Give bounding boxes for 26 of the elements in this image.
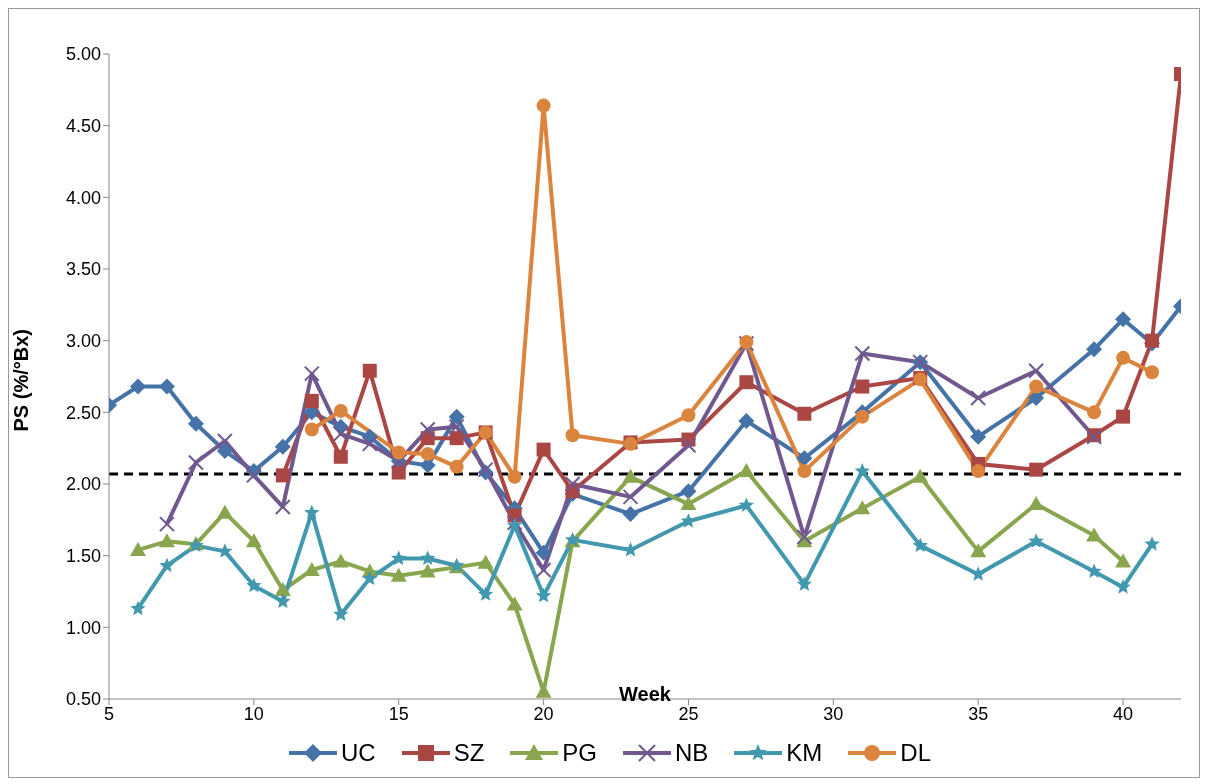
legend-label: NB <box>675 739 709 767</box>
x-axis-title: Week <box>619 683 672 706</box>
y-tick-label: 4.50 <box>65 116 101 137</box>
x-tick-label: 15 <box>388 703 409 724</box>
y-axis-title: PS (%/°Bx) <box>10 329 33 432</box>
x-tick-label: 40 <box>1113 703 1134 724</box>
legend-label: SZ <box>453 739 485 767</box>
legend-label: PG <box>562 739 597 767</box>
y-tick-label: 1.50 <box>65 546 101 567</box>
legend-label: DL <box>900 739 932 767</box>
x-tick-label: 30 <box>823 703 844 724</box>
legend-label: UC <box>340 739 376 767</box>
y-tick-label: 1.00 <box>65 617 101 638</box>
y-tick-label: 3.00 <box>65 331 101 352</box>
y-tick-label: 5.00 <box>65 44 101 65</box>
x-tick-label: 5 <box>103 703 115 724</box>
x-tick-label: 10 <box>243 703 264 724</box>
y-tick-label: 0.50 <box>65 689 101 710</box>
x-tick-label: 35 <box>968 703 989 724</box>
y-tick-label: 2.50 <box>65 402 101 423</box>
y-tick-label: 3.50 <box>65 259 101 280</box>
legend-label: KM <box>786 739 823 767</box>
x-tick-label: 20 <box>533 703 554 724</box>
y-tick-label: 4.00 <box>65 187 101 208</box>
x-tick-label: 25 <box>678 703 699 724</box>
y-tick-label: 2.00 <box>65 474 101 495</box>
